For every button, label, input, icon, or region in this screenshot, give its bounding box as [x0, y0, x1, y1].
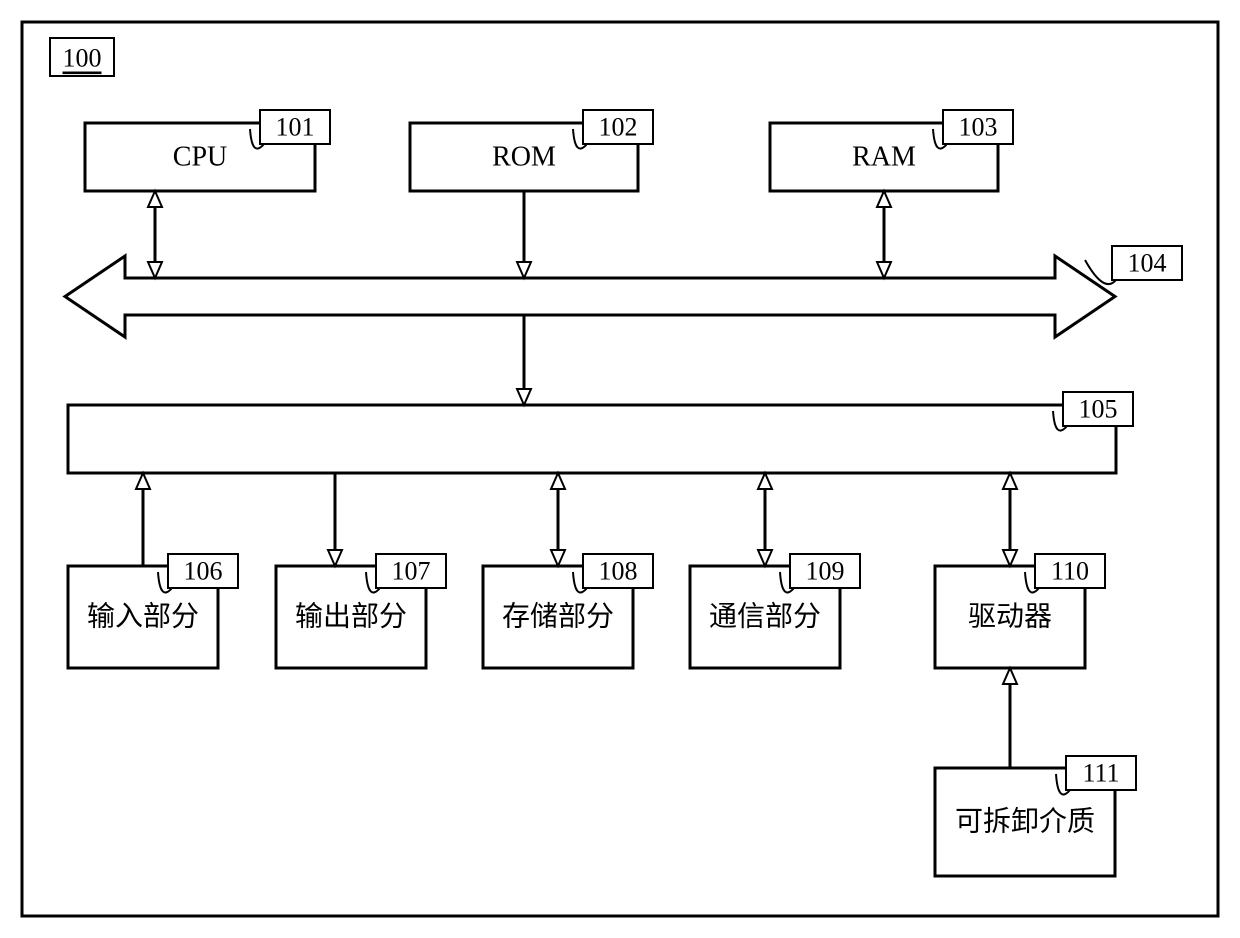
system-block-diagram: 100 CPU 101 ROM 102 RAM 103 104 105 输入部分 106 输出部分 10…: [0, 0, 1240, 938]
arrowhead: [1003, 550, 1017, 566]
arrowhead: [136, 473, 150, 489]
rom-ref-label: 102: [599, 113, 638, 142]
arrowhead: [758, 473, 772, 489]
storage-section-label: 存储部分: [502, 601, 614, 633]
ram-ref-label: 103: [959, 113, 998, 142]
comm-section-ref-label: 109: [806, 557, 845, 586]
driver-box-label: 驱动器: [968, 602, 1052, 633]
arrowhead: [517, 262, 531, 278]
arrowhead: [328, 550, 342, 566]
arrowhead: [148, 262, 162, 278]
io-interface-box: [68, 405, 1116, 473]
input-section-label: 输入部分: [87, 601, 199, 633]
output-section-ref-label: 107: [392, 557, 431, 586]
removable-media-ref-label: 111: [1082, 759, 1119, 788]
arrowhead: [1003, 668, 1017, 684]
bus-ref-label: 104: [1128, 249, 1167, 278]
io-interface-ref-label: 105: [1079, 395, 1118, 424]
arrowhead: [1003, 473, 1017, 489]
output-section-label: 输出部分: [295, 601, 407, 633]
input-section-ref-label: 106: [184, 557, 223, 586]
arrowhead: [148, 191, 162, 207]
arrowhead: [877, 262, 891, 278]
removable-media-label: 可拆卸介质: [955, 806, 1095, 838]
storage-section-ref-label: 108: [599, 557, 638, 586]
bus-arrow: [65, 256, 1115, 337]
figure-label: 100: [63, 44, 102, 73]
rom-label: ROM: [492, 142, 556, 173]
comm-section-label: 通信部分: [709, 601, 821, 633]
cpu-label: CPU: [173, 142, 227, 173]
arrowhead: [551, 473, 565, 489]
ram-label: RAM: [852, 142, 916, 173]
arrowhead: [758, 550, 772, 566]
arrowhead: [551, 550, 565, 566]
arrowhead: [517, 389, 531, 405]
arrowhead: [877, 191, 891, 207]
cpu-ref-label: 101: [276, 113, 315, 142]
driver-box-ref-label: 110: [1051, 557, 1089, 586]
